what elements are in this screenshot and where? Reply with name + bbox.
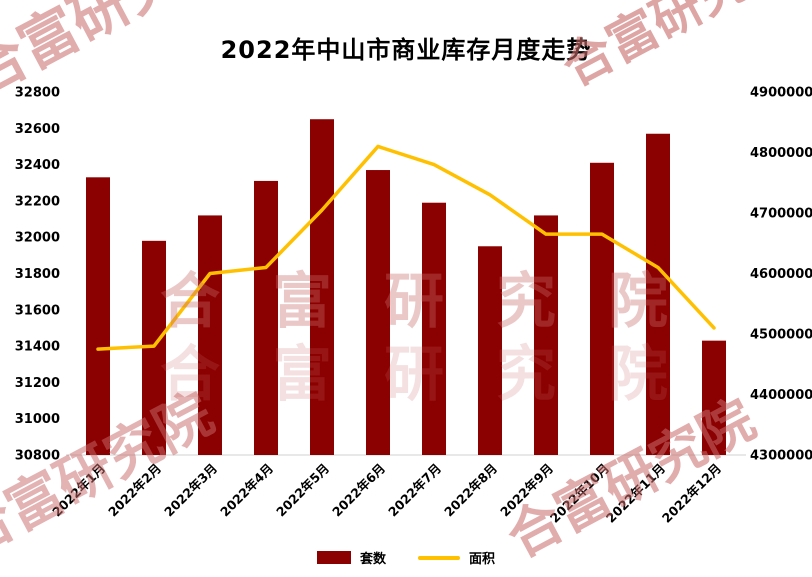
x-axis-label: 2022年2月 (105, 461, 164, 520)
x-axis-label: 2022年10月 (547, 461, 612, 526)
x-axis-label: 2022年5月 (273, 461, 332, 520)
x-axis-label: 2022年7月 (385, 461, 444, 520)
left-axis-tick: 32000 (15, 231, 60, 246)
legend-bar-label: 套数 (359, 552, 386, 567)
bar-2022年8月 (478, 246, 502, 455)
right-axis-tick: 4900000 (750, 86, 812, 101)
left-axis-tick: 32200 (15, 194, 60, 209)
left-axis-tick: 32800 (15, 86, 60, 101)
x-axis-label: 2022年8月 (441, 461, 500, 520)
legend-line-swatch (418, 555, 460, 560)
bar-2022年12月 (702, 340, 726, 455)
left-axis-tick: 31600 (15, 303, 60, 318)
bar-2022年3月 (198, 215, 222, 455)
x-axis-label: 2022年11月 (603, 461, 668, 526)
left-axis-tick: 31200 (15, 376, 60, 391)
left-axis-tick: 31400 (15, 340, 60, 355)
bar-2022年6月 (366, 170, 390, 456)
bar-2022年9月 (534, 215, 558, 455)
bar-2022年10月 (590, 162, 614, 455)
right-axis-tick: 4700000 (750, 207, 812, 222)
right-axis-tick: 4800000 (750, 146, 812, 161)
right-axis-tick: 4600000 (750, 267, 812, 282)
left-axis-tick: 31800 (15, 267, 60, 282)
trend-line (96, 144, 716, 351)
x-axis-label: 2022年1月 (49, 461, 108, 520)
legend-line-label: 面积 (469, 552, 496, 567)
right-axis-tick: 4400000 (750, 388, 812, 403)
bar-2022年1月 (86, 177, 110, 455)
x-axis-label: 2022年4月 (217, 461, 276, 520)
left-axis-tick: 30800 (15, 449, 60, 464)
x-axis-label: 2022年9月 (497, 461, 556, 520)
right-axis-tick: 4500000 (750, 328, 812, 343)
left-axis-tick: 32600 (15, 122, 60, 137)
bar-2022年4月 (254, 180, 278, 455)
bar-2022年5月 (310, 119, 334, 455)
left-axis-tick: 32400 (15, 158, 60, 173)
x-axis-label: 2022年12月 (659, 461, 724, 526)
chart-title: 2022年中山市商业库存月度走势 (220, 36, 592, 64)
right-axis-tick: 4300000 (750, 449, 812, 464)
left-axis-tick: 31000 (15, 412, 60, 427)
x-axis-label: 2022年3月 (161, 461, 220, 520)
legend-bar-swatch (316, 551, 351, 564)
bar-2022年7月 (422, 202, 446, 455)
x-axis-label: 2022年6月 (329, 461, 388, 520)
chart-legend: 套数 面积 (0, 548, 812, 567)
bar-2022年11月 (646, 133, 670, 455)
